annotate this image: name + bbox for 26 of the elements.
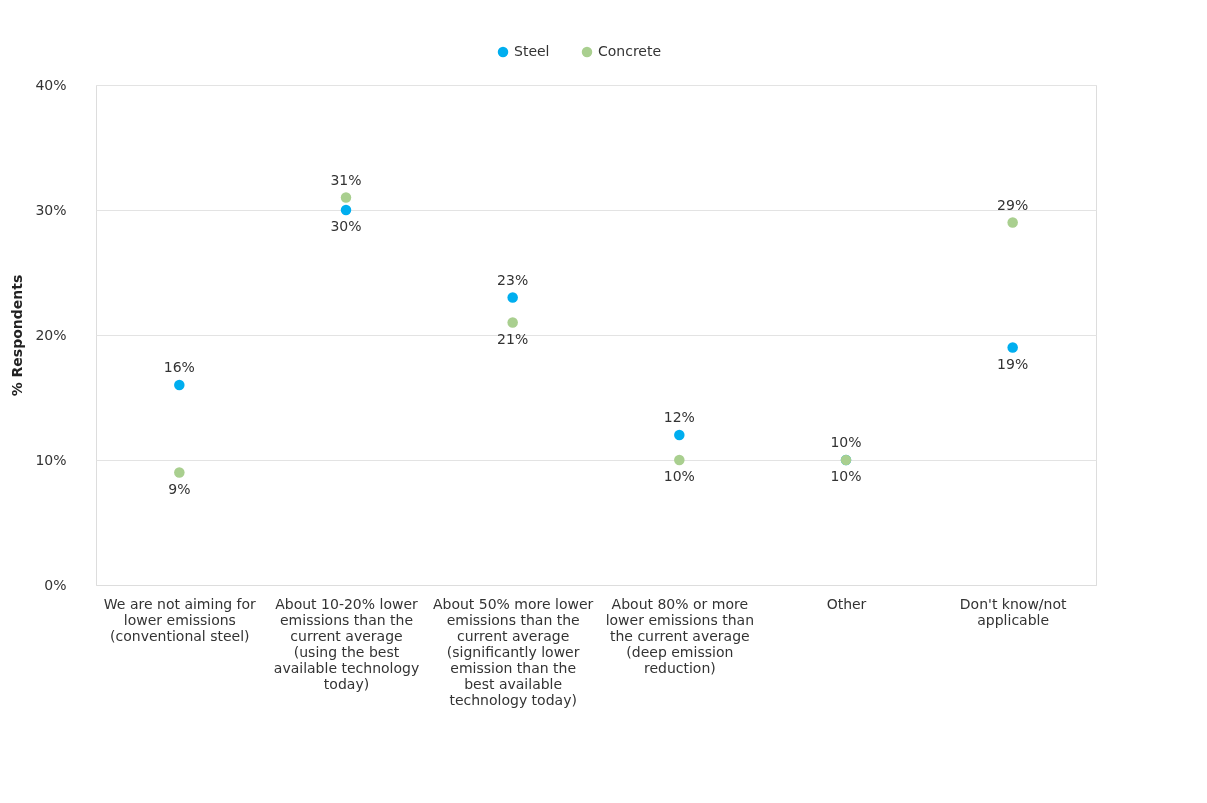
x-tick-label: We are not aiming for lower emissions (conventional steel)	[103, 595, 257, 644]
x-tick-label: Other	[826, 595, 867, 612]
y-tick-label: 30%	[35, 201, 67, 218]
data-label: 10%	[663, 468, 695, 484]
data-label: 31%	[330, 171, 362, 188]
data-label: 9%	[168, 480, 191, 497]
y-tick-label: 10%	[35, 451, 67, 468]
legend-label: Steel	[514, 43, 550, 59]
legend-label: Concrete	[598, 43, 662, 59]
data-label: 12%	[663, 409, 695, 425]
y-axis-title: % Respondents	[9, 274, 26, 397]
data-label: 23%	[497, 271, 529, 288]
data-label: 10%	[830, 468, 862, 484]
y-tick-label: 20%	[35, 326, 67, 343]
y-tick-label: 40%	[35, 76, 67, 93]
x-tick-label: About 50% more lower emissions than the current average (significantly lower emission than the best available technology today)	[432, 595, 594, 708]
y-tick-label: 0%	[44, 576, 67, 593]
data-label: 19%	[997, 355, 1029, 372]
data-label: 30%	[330, 218, 362, 234]
data-label: 21%	[497, 330, 529, 347]
data-label: 29%	[997, 196, 1029, 213]
x-tick-label: About 10-20% lower emissions than the current average (using the best available technology today)	[273, 595, 420, 692]
data-label: 16%	[163, 359, 195, 375]
x-tick-label: About 80% or more lower emissions than the current average (deep emission reduction)	[605, 595, 755, 676]
data-label: 10%	[830, 434, 862, 450]
x-tick-label: Don't know/not applicable	[959, 595, 1067, 628]
